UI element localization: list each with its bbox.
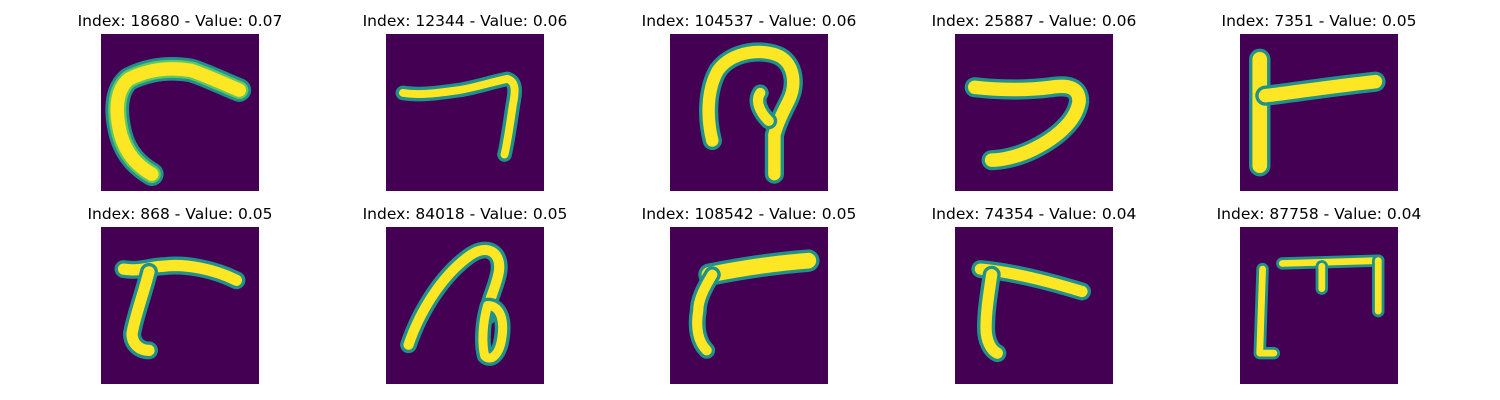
panel-6: Index: 868 - Value: 0.05 bbox=[40, 205, 320, 395]
panel-title: Index: 868 - Value: 0.05 bbox=[87, 205, 273, 223]
digit-image bbox=[955, 34, 1113, 191]
digit-image bbox=[955, 227, 1113, 384]
panel-title: Index: 108542 - Value: 0.05 bbox=[641, 205, 857, 223]
digit-image bbox=[101, 227, 259, 384]
panel-title: Index: 104537 - Value: 0.06 bbox=[641, 12, 857, 30]
panel-1: Index: 18680 - Value: 0.07 bbox=[40, 12, 320, 202]
digit-image bbox=[670, 227, 828, 384]
digit-image bbox=[101, 34, 259, 191]
panel-7: Index: 84018 - Value: 0.05 bbox=[325, 205, 605, 395]
digit-image bbox=[386, 227, 544, 384]
panel-2: Index: 12344 - Value: 0.06 bbox=[325, 12, 605, 202]
panel-title: Index: 74354 - Value: 0.04 bbox=[931, 205, 1137, 223]
panel-title: Index: 84018 - Value: 0.05 bbox=[362, 205, 568, 223]
panel-4: Index: 25887 - Value: 0.06 bbox=[894, 12, 1174, 202]
digit-image bbox=[386, 34, 544, 191]
panel-10: Index: 87758 - Value: 0.04 bbox=[1179, 205, 1459, 395]
panel-5: Index: 7351 - Value: 0.05 bbox=[1179, 12, 1459, 202]
digit-image bbox=[670, 34, 828, 191]
panel-9: Index: 74354 - Value: 0.04 bbox=[894, 205, 1174, 395]
digit-image bbox=[1240, 34, 1398, 191]
digit-image bbox=[1240, 227, 1398, 384]
panel-title: Index: 12344 - Value: 0.06 bbox=[362, 12, 568, 30]
panel-title: Index: 87758 - Value: 0.04 bbox=[1216, 205, 1422, 223]
panel-3: Index: 104537 - Value: 0.06 bbox=[609, 12, 889, 202]
panel-8: Index: 108542 - Value: 0.05 bbox=[609, 205, 889, 395]
panel-title: Index: 25887 - Value: 0.06 bbox=[931, 12, 1137, 30]
panel-title: Index: 7351 - Value: 0.05 bbox=[1221, 12, 1417, 30]
panel-title: Index: 18680 - Value: 0.07 bbox=[77, 12, 283, 30]
